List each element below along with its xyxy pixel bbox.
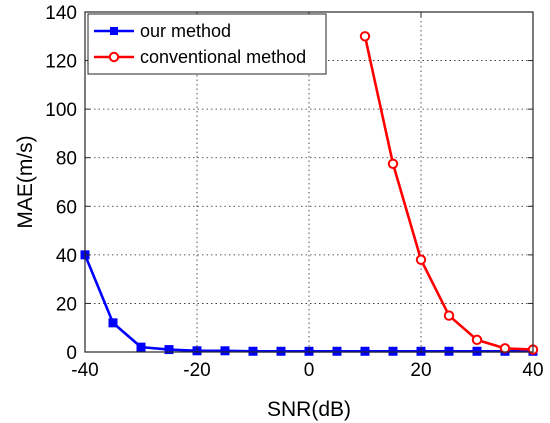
y-tick-label: 120 <box>45 52 77 73</box>
data-point <box>415 254 427 265</box>
y-tick-label: 100 <box>45 100 77 121</box>
y-tick-label: 20 <box>56 294 77 315</box>
series-1 <box>359 31 539 355</box>
x-tick-label: -20 <box>183 360 210 381</box>
data-point <box>359 31 371 42</box>
y-tick-label: 140 <box>45 3 77 24</box>
x-tick-label: 20 <box>410 360 431 381</box>
data-point <box>276 346 286 356</box>
ticks <box>84 11 534 353</box>
data-point <box>499 343 511 354</box>
data-point <box>332 346 342 356</box>
legend-marker <box>110 27 118 35</box>
y-tick-label: 80 <box>56 149 77 170</box>
data-point <box>248 346 258 356</box>
data-point <box>388 346 398 356</box>
data-point <box>220 346 230 356</box>
data-point <box>471 334 483 346</box>
x-tick-label: -40 <box>71 360 98 381</box>
legend-item: our method <box>94 21 231 41</box>
data-point <box>443 310 455 321</box>
legend: our method conventional method <box>87 13 327 75</box>
data-point <box>164 345 174 355</box>
legend-label: our method <box>140 21 231 41</box>
y-axis-label: MAE(m/s) <box>14 135 37 228</box>
y-tick-label: 60 <box>56 197 77 218</box>
x-tick-label: 0 <box>304 360 315 381</box>
tick-labels: -40 -20 0 20 40 0 20 40 60 80 100 120 140 <box>45 3 543 381</box>
legend-marker <box>108 51 120 63</box>
y-tick-label: 0 <box>66 343 77 364</box>
data-point <box>108 318 118 328</box>
data-point <box>387 158 399 169</box>
y-tick-label: 40 <box>56 246 77 267</box>
data-point <box>472 346 482 356</box>
x-tick-label: 40 <box>522 360 543 381</box>
data-point <box>360 346 370 356</box>
legend-box <box>87 13 327 75</box>
data-point <box>444 346 454 356</box>
legend-item: conventional method <box>94 47 306 67</box>
data-point <box>136 342 146 352</box>
x-axis-label: SNR(dB) <box>267 398 351 421</box>
legend-label: conventional method <box>140 47 306 67</box>
